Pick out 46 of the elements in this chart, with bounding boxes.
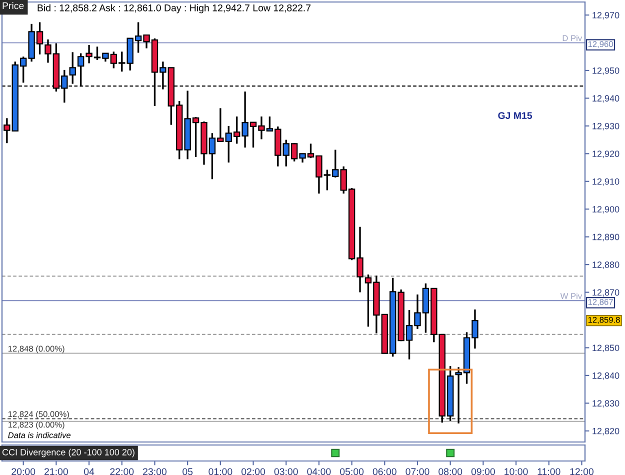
x-tick-label: 12:00 (570, 468, 594, 475)
y-tick-label: 12,880 (592, 262, 620, 269)
ref-line-label: D Piv (562, 34, 582, 42)
x-tick-label: 01:00 (208, 468, 232, 475)
y-tick-label: 12,900 (592, 206, 620, 214)
chart-title: Price (2, 2, 24, 10)
ref-line-label: 12,848 (0.00%) (8, 346, 64, 354)
annotation: GJ M15 (498, 112, 532, 120)
ref-line-label: W Piv (560, 292, 582, 299)
text: 12,867 (588, 299, 613, 306)
y-tick-label: 12,850 (592, 344, 620, 352)
y-tick-label: 12,950 (592, 67, 620, 75)
y-tick-label: 12,840 (592, 372, 620, 380)
x-tick-label: 21:00 (44, 468, 68, 475)
y-tick-label: 12,830 (592, 400, 620, 408)
x-tick-label: 10:00 (504, 468, 528, 475)
x-tick-label: 11:00 (538, 468, 560, 475)
y-tick-label: 12,970 (592, 12, 620, 20)
x-tick-label: 04 (84, 468, 94, 475)
x-tick-label: 07:00 (406, 468, 430, 475)
y-tick-label: 12,870 (592, 289, 620, 297)
x-tick-label: 03:00 (274, 468, 298, 475)
text: CCI Divergence (20 -100 100 20) (2, 448, 134, 458)
y-tick-label: 12,890 (592, 234, 620, 242)
y-tick-label: 12,920 (592, 150, 620, 158)
candlestick (69, 51, 76, 85)
y-tick-label: 12,910 (592, 178, 620, 186)
x-tick-label: 20:00 (12, 468, 36, 475)
y-tick-label: 12,930 (592, 122, 620, 130)
x-tick-label: 05 (182, 468, 193, 475)
x-tick-label: 04:00 (307, 468, 331, 475)
annotation: Data is indicative (8, 432, 71, 438)
ref-line-label: 12,823 (0.00%) (8, 421, 64, 430)
text: 12,859.8 (588, 316, 620, 324)
x-tick-label: 23:00 (143, 468, 167, 475)
x-tick-label: 02:00 (241, 468, 266, 475)
x-tick-label: 06:00 (372, 468, 396, 475)
x-tick-label: 08:00 (438, 468, 462, 475)
y-tick-label: 12,940 (592, 95, 620, 103)
ref-line-label: 12,824 (50.00%) (8, 410, 69, 419)
chart-subtitle: Bid : 12,858.2 Ask : 12,861.0 Day : High 12,942.7 Low 12,822.7 (38, 4, 311, 14)
text: 12,960 (588, 41, 613, 48)
y-tick-label: 12,820 (592, 428, 620, 436)
x-tick-label: 22:00 (110, 468, 134, 475)
x-tick-label: 09:00 (471, 468, 495, 475)
x-tick-label: 05:00 (340, 468, 364, 475)
